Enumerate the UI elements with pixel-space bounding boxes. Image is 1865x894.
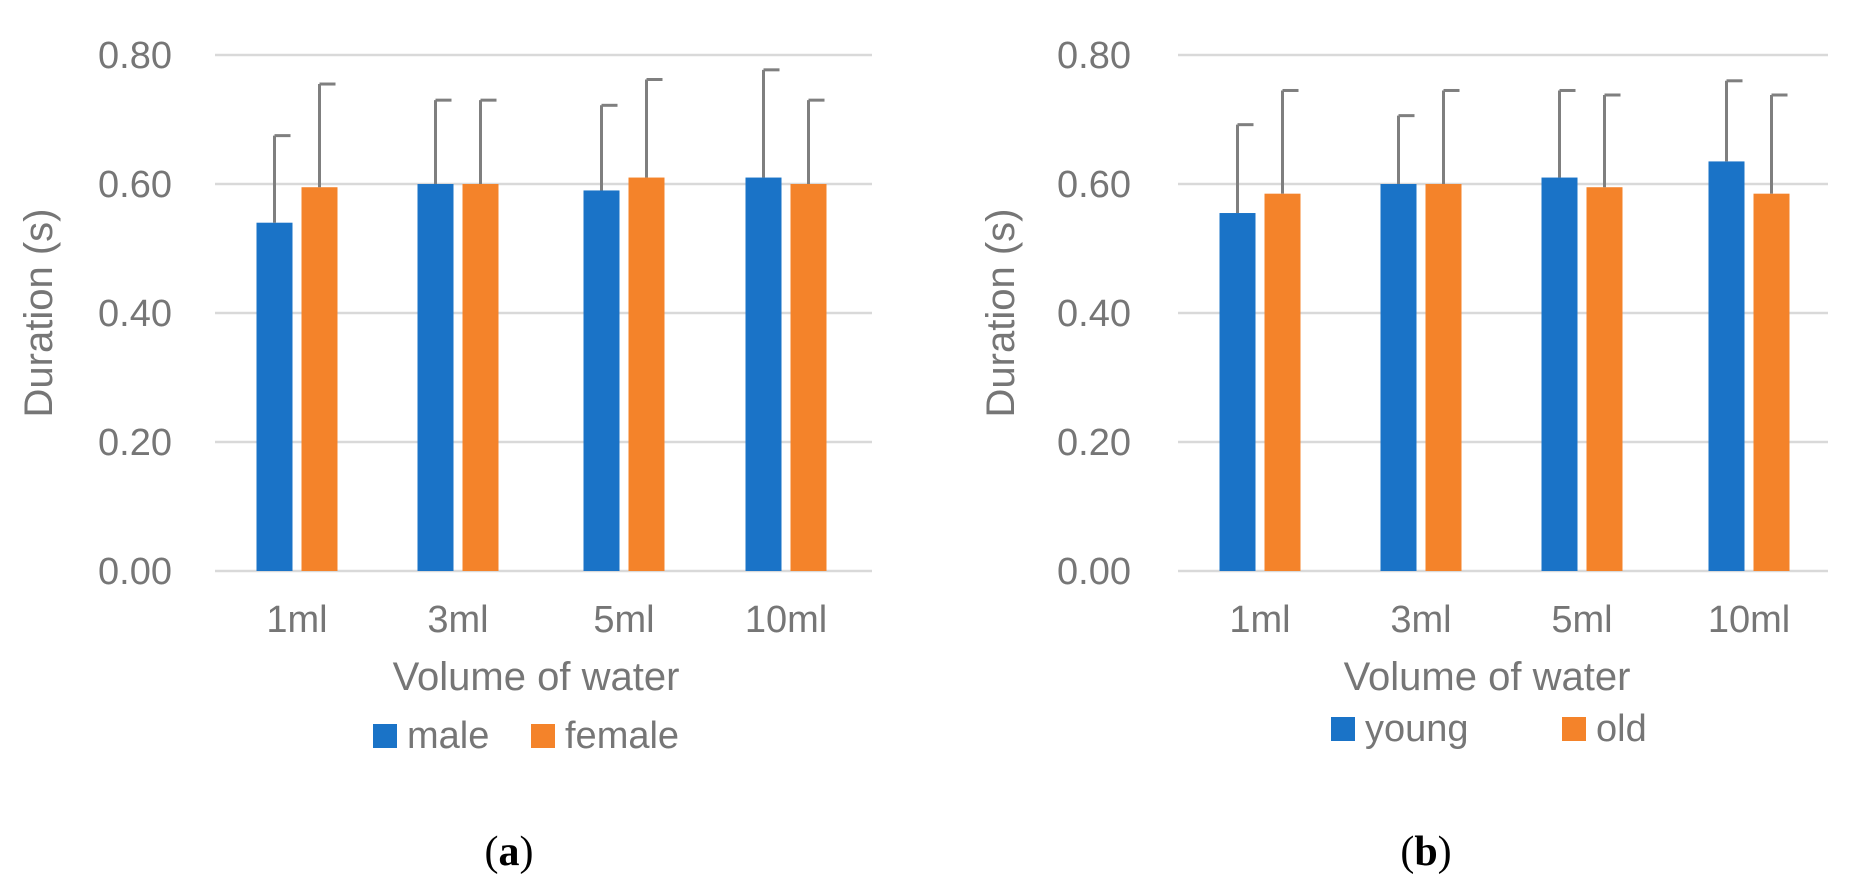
bar [1380,184,1417,571]
y-axis-title: Duration (s) [17,209,61,418]
bar [1264,193,1301,572]
legend-swatch [531,724,555,748]
bar [417,184,454,571]
y-tick-label: 0.00 [98,551,172,593]
legend-swatch [1331,717,1355,741]
bar [1586,187,1623,571]
y-tick-label: 0.40 [98,293,172,335]
x-tick-label: 10ml [745,599,827,641]
bar [745,177,782,572]
bar [462,184,499,571]
y-tick-label: 0.00 [1057,551,1131,593]
panel-label-b: (b) [1400,829,1452,875]
y-tick-label: 0.60 [98,164,172,206]
x-tick-label: 1ml [1229,599,1290,641]
x-axis-title: Volume of water [393,655,680,699]
legend-label: old [1596,708,1647,750]
panel-label-a: (a) [484,829,534,875]
bar [1219,213,1256,571]
legend-label: male [407,715,489,757]
x-axis-title: Volume of water [1344,655,1631,699]
legend-label: female [565,715,679,757]
bar [1708,161,1745,572]
bar [1753,193,1790,572]
legend-swatch [373,724,397,748]
y-tick-label: 0.20 [1057,422,1131,464]
y-tick-label: 0.40 [1057,293,1131,335]
bar [256,222,293,571]
x-tick-label: 3ml [427,599,488,641]
bar [790,184,827,571]
bar [583,190,620,571]
y-tick-label: 0.20 [98,422,172,464]
x-tick-label: 10ml [1708,599,1790,641]
x-tick-label: 5ml [1551,599,1612,641]
x-tick-label: 1ml [266,599,327,641]
y-axis-title: Duration (s) [979,209,1023,418]
bar [1425,184,1462,571]
y-tick-label: 0.80 [1057,35,1131,77]
chart-panel-a: 0.00 0.20 0.40 0.60 0.80 Duration (s) 1ml 3ml 5m… [17,35,872,757]
bar [628,177,665,572]
chart-panel-b: 0.00 0.20 0.40 0.60 0.80 Duration (s) 1ml 3ml 5m… [979,35,1828,750]
bar [1541,177,1578,572]
x-tick-label: 5ml [593,599,654,641]
bar [301,187,338,571]
y-tick-label: 0.80 [98,35,172,77]
legend-swatch [1562,717,1586,741]
y-tick-label: 0.60 [1057,164,1131,206]
x-tick-label: 3ml [1390,599,1451,641]
legend-label: young [1365,708,1469,750]
